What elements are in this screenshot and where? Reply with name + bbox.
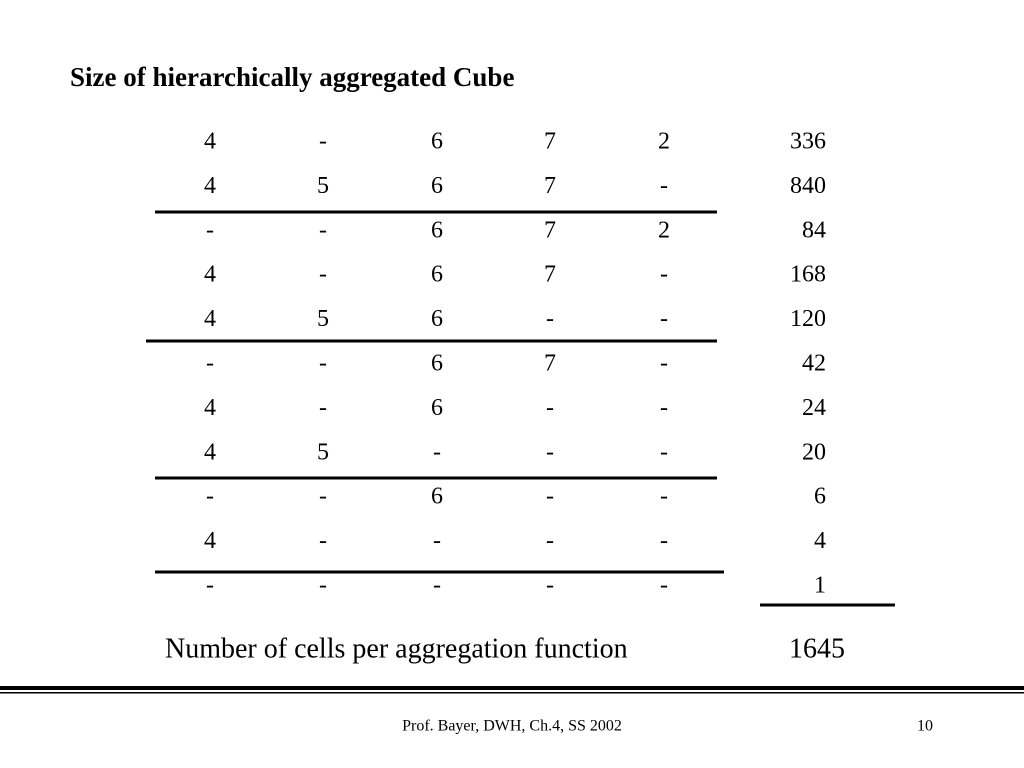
table-cell: - bbox=[660, 262, 668, 288]
table-cell: - bbox=[546, 395, 554, 421]
footer-rule bbox=[0, 686, 1024, 690]
table-cell: 5 bbox=[317, 306, 329, 332]
table-cell: - bbox=[660, 173, 668, 199]
table-cell: - bbox=[206, 484, 214, 510]
table-cell: - bbox=[660, 528, 668, 554]
table-cell: 6 bbox=[431, 351, 443, 377]
table-cell: - bbox=[433, 528, 441, 554]
table-cell: 7 bbox=[544, 217, 556, 243]
table-cell: 6 bbox=[431, 173, 443, 199]
table-cell: - bbox=[660, 484, 668, 510]
table-cell: - bbox=[319, 528, 327, 554]
table-cell: - bbox=[546, 306, 554, 332]
table-cell: - bbox=[319, 395, 327, 421]
table-cell: 6 bbox=[431, 129, 443, 155]
table-cell: 6 bbox=[431, 395, 443, 421]
table-cell: - bbox=[546, 573, 554, 599]
table-cell: 7 bbox=[544, 129, 556, 155]
table-cell: - bbox=[319, 129, 327, 155]
table-cell: 84 bbox=[802, 217, 826, 243]
table-cell: 7 bbox=[544, 173, 556, 199]
table-cell: 5 bbox=[317, 173, 329, 199]
table-cell: 2 bbox=[658, 217, 670, 243]
table-cell: - bbox=[319, 217, 327, 243]
table-cell: 2 bbox=[658, 129, 670, 155]
table-cell: 336 bbox=[790, 129, 826, 155]
table-cell: - bbox=[319, 573, 327, 599]
table-cell: - bbox=[660, 573, 668, 599]
total-value: 1645 bbox=[789, 633, 845, 664]
table-cell: 1 bbox=[814, 573, 826, 599]
table-cell: 6 bbox=[431, 306, 443, 332]
rules bbox=[146, 210, 895, 607]
table-cell: 168 bbox=[790, 262, 826, 288]
table-cell: - bbox=[433, 439, 441, 465]
table-cell: 6 bbox=[814, 484, 826, 510]
table-cell: 6 bbox=[431, 217, 443, 243]
table-cell: - bbox=[660, 351, 668, 377]
footer-rule bbox=[0, 692, 1024, 694]
footer-text: Prof. Bayer, DWH, Ch.4, SS 2002 bbox=[402, 718, 622, 735]
table-cell: 20 bbox=[802, 439, 826, 465]
table-cell: 4 bbox=[814, 528, 826, 554]
table-cell: - bbox=[433, 573, 441, 599]
table-cell: 4 bbox=[204, 173, 216, 199]
page-number: 10 bbox=[917, 718, 933, 735]
table-cell: - bbox=[319, 351, 327, 377]
total-label: Number of cells per aggregation function bbox=[165, 633, 628, 664]
table-cell: 42 bbox=[802, 351, 826, 377]
table-cell: - bbox=[206, 217, 214, 243]
table-cell: - bbox=[546, 439, 554, 465]
table-cell: 24 bbox=[802, 395, 826, 421]
table-cell: - bbox=[319, 262, 327, 288]
table-cell: 4 bbox=[204, 306, 216, 332]
table-cell: - bbox=[546, 484, 554, 510]
table-cell: 6 bbox=[431, 262, 443, 288]
table-cell: 7 bbox=[544, 351, 556, 377]
table-cell: 120 bbox=[790, 306, 826, 332]
table-cell: 5 bbox=[317, 439, 329, 465]
table-cell: 840 bbox=[790, 173, 826, 199]
table-cell: - bbox=[660, 306, 668, 332]
table-cell: 4 bbox=[204, 395, 216, 421]
table-cell: 6 bbox=[431, 484, 443, 510]
table-cell: - bbox=[660, 395, 668, 421]
table-cell: 4 bbox=[204, 528, 216, 554]
table-cell: 4 bbox=[204, 262, 216, 288]
table-cell: - bbox=[206, 351, 214, 377]
table-cell: 4 bbox=[204, 439, 216, 465]
slide-title: Size of hierarchically aggregated Cube bbox=[70, 62, 514, 92]
table-cell: - bbox=[660, 439, 668, 465]
table-cell: - bbox=[206, 573, 214, 599]
table-cell: - bbox=[319, 484, 327, 510]
table-cell: 7 bbox=[544, 262, 556, 288]
table-cell: 4 bbox=[204, 129, 216, 155]
table-cell: - bbox=[546, 528, 554, 554]
